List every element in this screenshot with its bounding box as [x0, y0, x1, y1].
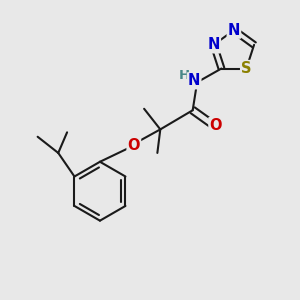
Text: N: N [228, 23, 240, 38]
Text: N: N [208, 37, 220, 52]
Text: S: S [241, 61, 252, 76]
Text: O: O [209, 118, 222, 133]
Text: O: O [128, 138, 140, 153]
Text: N: N [188, 73, 200, 88]
Text: H: H [179, 69, 190, 82]
